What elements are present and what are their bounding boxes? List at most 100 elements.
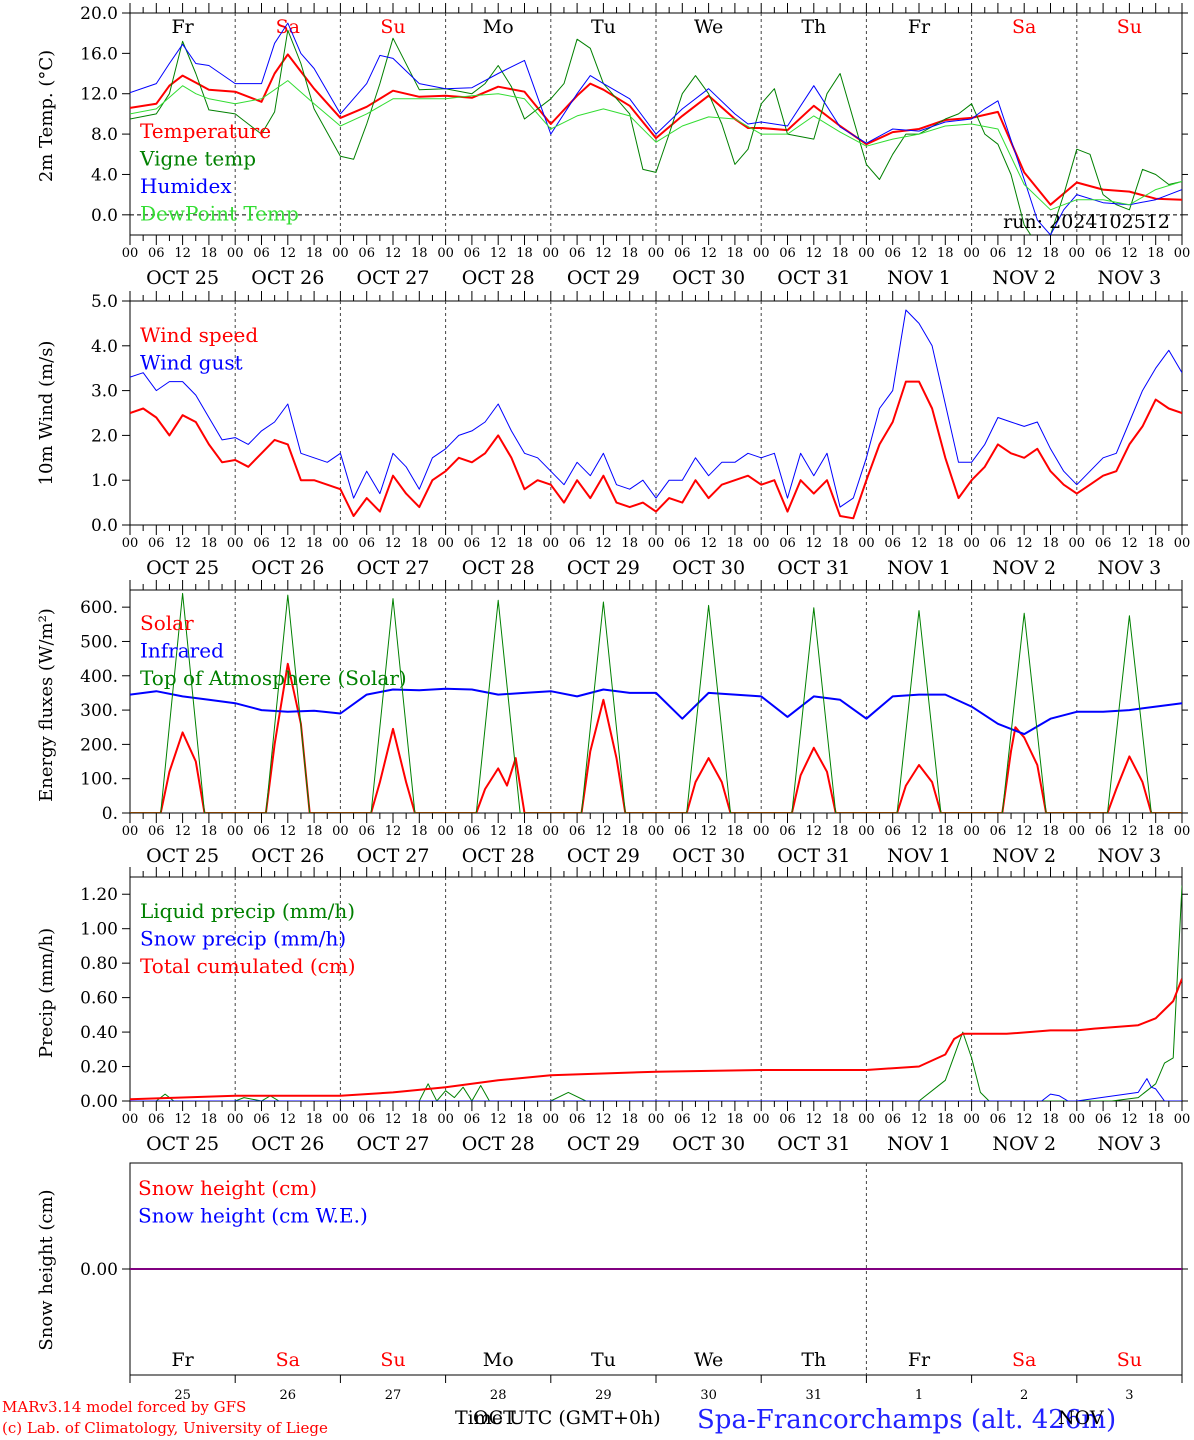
hour-tick-label: 18 [1147, 246, 1164, 261]
hour-tick-label: 12 [490, 824, 507, 839]
hour-tick-label: 06 [569, 536, 586, 551]
date-label: NOV 2 [992, 557, 1056, 579]
hour-tick-label: 12 [700, 1112, 717, 1127]
hour-tick-label: 06 [990, 1112, 1007, 1127]
date-label: OCT 27 [356, 845, 429, 867]
hour-tick-label: 06 [884, 824, 901, 839]
month-label-nov: NOV [1058, 1407, 1104, 1429]
hour-tick-label: 18 [411, 1112, 428, 1127]
hour-tick-label: 18 [1147, 1112, 1164, 1127]
hour-tick-label: 00 [1069, 1112, 1086, 1127]
hour-tick-label: 06 [1095, 824, 1112, 839]
hour-tick-label: 18 [1042, 536, 1059, 551]
day-number-label: 1 [915, 1388, 923, 1403]
hour-tick-label: 12 [595, 246, 612, 261]
hour-tick-label: 06 [1095, 246, 1112, 261]
hour-tick-label: 12 [911, 824, 928, 839]
hour-tick-label: 06 [358, 246, 375, 261]
hour-tick-label: 00 [858, 824, 875, 839]
model-credit: MARv3.14 model forced by GFS [2, 1398, 246, 1416]
hour-tick-label: 00 [332, 536, 349, 551]
y-tick-label: 4.0 [91, 337, 118, 357]
series-line-1 [130, 53, 1182, 206]
hour-tick-label: 00 [122, 536, 139, 551]
hour-tick-label: 06 [253, 246, 270, 261]
hour-tick-label: 12 [595, 1112, 612, 1127]
series-line-4 [130, 80, 1182, 211]
date-label: NOV 3 [1098, 267, 1162, 289]
hour-tick-label: 06 [884, 536, 901, 551]
day-label: Su [380, 16, 405, 38]
hour-tick-label: 12 [806, 824, 823, 839]
day-label: We [694, 16, 723, 38]
hour-tick-label: 12 [1121, 824, 1138, 839]
day-number-label: 3 [1125, 1388, 1133, 1403]
date-label: OCT 28 [462, 557, 535, 579]
hour-tick-label: 00 [332, 824, 349, 839]
y-tick-label: 200. [80, 735, 118, 755]
hour-tick-label: 06 [674, 246, 691, 261]
hour-tick-label: 00 [963, 246, 980, 261]
panel-frame [129, 589, 1183, 814]
hour-tick-label: 18 [727, 536, 744, 551]
date-label: NOV 3 [1098, 845, 1162, 867]
y-tick-label: 4.0 [91, 165, 118, 185]
day-label: Su [380, 1349, 405, 1371]
hour-tick-label: 00 [543, 824, 560, 839]
y-tick-label: 8.0 [91, 125, 118, 145]
hour-tick-label: 18 [937, 246, 954, 261]
legend-entry: Wind speed [140, 323, 258, 347]
hour-tick-label: 18 [832, 246, 849, 261]
date-label: OCT 26 [251, 557, 324, 579]
hour-tick-label: 12 [174, 1112, 191, 1127]
hour-tick-label: 00 [437, 246, 454, 261]
hour-tick-label: 06 [253, 824, 270, 839]
date-label: OCT 25 [146, 845, 219, 867]
y-tick-label: 1.20 [80, 885, 118, 905]
hour-tick-label: 00 [543, 1112, 560, 1127]
hour-tick-label: 12 [490, 1112, 507, 1127]
panel-4: 0.00 0.20 0.40 0.60 0.80 1.00 1.20 Precip (mm/h… [36, 867, 1190, 1155]
hour-tick-label: 12 [1016, 246, 1033, 261]
hour-tick-label: 18 [1042, 1112, 1059, 1127]
hour-tick-label: 12 [806, 1112, 823, 1127]
day-label: Mo [483, 16, 514, 38]
legend-entry: Solar [140, 611, 194, 635]
date-label: OCT 27 [356, 267, 429, 289]
day-label: Tu [591, 16, 616, 38]
panel-2: 0.0 1.0 2.0 3.0 4.0 5.0 10m Wind (m/s) 00 06 12 18… [36, 291, 1190, 579]
hour-tick-label: 06 [253, 1112, 270, 1127]
date-label: OCT 31 [777, 845, 850, 867]
hour-tick-label: 00 [963, 824, 980, 839]
copyright-credit: (c) Lab. of Climatology, University of L… [2, 1419, 328, 1437]
hour-tick-label: 00 [648, 1112, 665, 1127]
hour-tick-label: 12 [700, 246, 717, 261]
y-tick-label: 400. [80, 667, 118, 687]
hour-tick-label: 06 [674, 536, 691, 551]
day-number-label: 26 [280, 1388, 297, 1403]
day-number-label: 30 [700, 1388, 717, 1403]
hour-tick-label: 00 [437, 536, 454, 551]
hour-tick-label: 12 [490, 536, 507, 551]
day-label: Fr [908, 16, 931, 38]
hour-tick-label: 18 [516, 824, 533, 839]
date-label: NOV 1 [887, 845, 951, 867]
hour-tick-label: 18 [1147, 536, 1164, 551]
day-label: Sa [276, 16, 300, 38]
hour-tick-label: 18 [621, 1112, 638, 1127]
y-axis-label: 2m Temp. (°C) [36, 50, 57, 182]
day-label: Tu [591, 1349, 616, 1371]
hour-tick-label: 00 [122, 1112, 139, 1127]
hour-tick-label: 06 [779, 246, 796, 261]
hour-tick-label: 12 [911, 246, 928, 261]
hour-tick-label: 12 [1121, 246, 1138, 261]
hour-tick-label: 12 [1016, 536, 1033, 551]
hour-tick-label: 12 [385, 1112, 402, 1127]
hour-tick-label: 06 [464, 246, 481, 261]
y-axis-label: 10m Wind (m/s) [36, 341, 57, 486]
day-label: Su [1117, 1349, 1142, 1371]
hour-tick-label: 12 [280, 824, 297, 839]
hour-tick-label: 18 [306, 536, 323, 551]
hour-tick-label: 00 [227, 536, 244, 551]
day-label: Mo [483, 1349, 514, 1371]
